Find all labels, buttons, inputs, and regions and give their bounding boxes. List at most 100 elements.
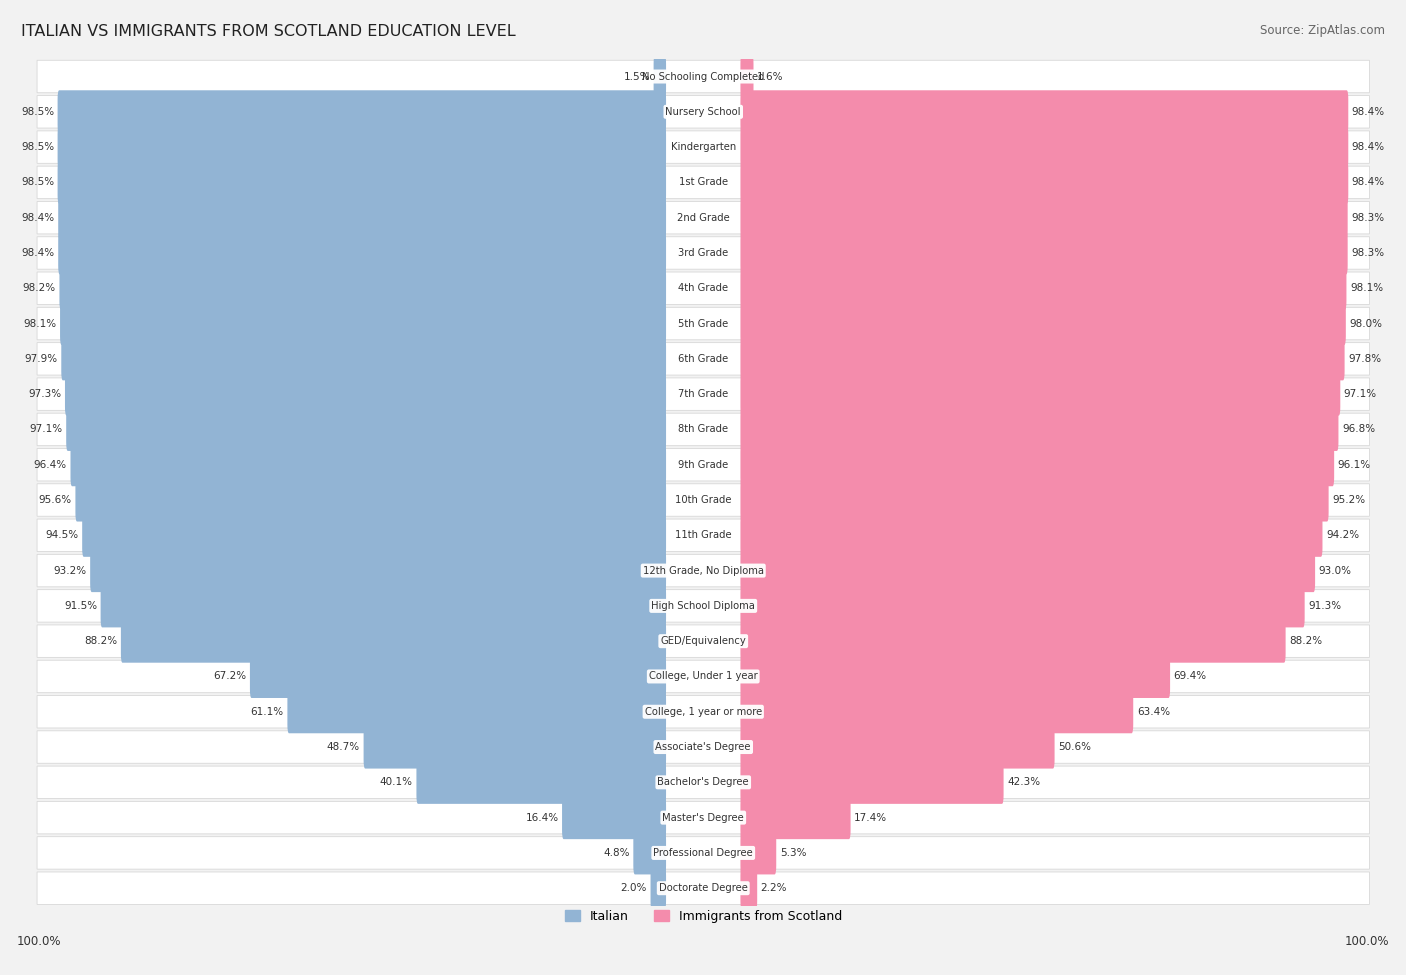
Text: 98.5%: 98.5%	[21, 142, 53, 152]
Text: 1st Grade: 1st Grade	[679, 177, 728, 187]
FancyBboxPatch shape	[37, 837, 1369, 869]
FancyBboxPatch shape	[37, 413, 1369, 446]
Text: 91.5%: 91.5%	[63, 601, 97, 611]
Text: 97.9%: 97.9%	[24, 354, 58, 364]
FancyBboxPatch shape	[741, 867, 758, 910]
Text: No Schooling Completed: No Schooling Completed	[643, 71, 765, 82]
FancyBboxPatch shape	[651, 867, 666, 910]
FancyBboxPatch shape	[741, 55, 754, 98]
FancyBboxPatch shape	[741, 302, 1346, 345]
Text: College, 1 year or more: College, 1 year or more	[644, 707, 762, 717]
FancyBboxPatch shape	[121, 620, 666, 663]
FancyBboxPatch shape	[37, 378, 1369, 410]
Text: 2nd Grade: 2nd Grade	[676, 213, 730, 222]
FancyBboxPatch shape	[741, 690, 1133, 733]
Text: 4th Grade: 4th Grade	[678, 284, 728, 293]
Text: Doctorate Degree: Doctorate Degree	[659, 883, 748, 893]
FancyBboxPatch shape	[741, 725, 1054, 768]
FancyBboxPatch shape	[37, 731, 1369, 763]
Text: 4.8%: 4.8%	[603, 848, 630, 858]
Text: Bachelor's Degree: Bachelor's Degree	[658, 777, 749, 788]
Text: Kindergarten: Kindergarten	[671, 142, 735, 152]
FancyBboxPatch shape	[37, 625, 1369, 657]
FancyBboxPatch shape	[287, 690, 666, 733]
Text: 98.1%: 98.1%	[1350, 284, 1384, 293]
Text: 7th Grade: 7th Grade	[678, 389, 728, 399]
FancyBboxPatch shape	[65, 372, 666, 415]
FancyBboxPatch shape	[58, 196, 666, 239]
Text: 42.3%: 42.3%	[1007, 777, 1040, 788]
FancyBboxPatch shape	[82, 514, 666, 557]
Text: 63.4%: 63.4%	[1137, 707, 1170, 717]
Text: 98.3%: 98.3%	[1351, 213, 1385, 222]
FancyBboxPatch shape	[741, 196, 1348, 239]
FancyBboxPatch shape	[37, 660, 1369, 692]
FancyBboxPatch shape	[37, 590, 1369, 622]
Text: 88.2%: 88.2%	[1289, 636, 1322, 646]
Text: 61.1%: 61.1%	[250, 707, 284, 717]
FancyBboxPatch shape	[66, 408, 666, 451]
Text: 96.4%: 96.4%	[34, 460, 67, 470]
Text: 5th Grade: 5th Grade	[678, 319, 728, 329]
Text: 9th Grade: 9th Grade	[678, 460, 728, 470]
Text: High School Diploma: High School Diploma	[651, 601, 755, 611]
Text: 98.0%: 98.0%	[1350, 319, 1382, 329]
FancyBboxPatch shape	[62, 337, 666, 380]
FancyBboxPatch shape	[58, 126, 666, 169]
FancyBboxPatch shape	[37, 519, 1369, 552]
Text: 6th Grade: 6th Grade	[678, 354, 728, 364]
Text: 98.4%: 98.4%	[21, 213, 55, 222]
FancyBboxPatch shape	[741, 231, 1348, 275]
Text: 17.4%: 17.4%	[853, 812, 887, 823]
Text: 1.6%: 1.6%	[756, 71, 783, 82]
FancyBboxPatch shape	[37, 237, 1369, 269]
FancyBboxPatch shape	[741, 267, 1347, 310]
FancyBboxPatch shape	[654, 55, 666, 98]
Text: 98.4%: 98.4%	[21, 248, 55, 258]
FancyBboxPatch shape	[416, 760, 666, 803]
FancyBboxPatch shape	[58, 91, 666, 134]
Text: 95.6%: 95.6%	[39, 495, 72, 505]
FancyBboxPatch shape	[741, 408, 1339, 451]
FancyBboxPatch shape	[741, 444, 1334, 487]
Text: 10th Grade: 10th Grade	[675, 495, 731, 505]
Text: Nursery School: Nursery School	[665, 107, 741, 117]
Text: 95.2%: 95.2%	[1331, 495, 1365, 505]
FancyBboxPatch shape	[37, 872, 1369, 905]
Text: 98.4%: 98.4%	[1351, 177, 1385, 187]
Text: 5.3%: 5.3%	[780, 848, 806, 858]
FancyBboxPatch shape	[741, 760, 1004, 803]
Text: 94.5%: 94.5%	[45, 530, 79, 540]
Text: 48.7%: 48.7%	[328, 742, 360, 752]
FancyBboxPatch shape	[741, 126, 1348, 169]
FancyBboxPatch shape	[741, 479, 1329, 522]
FancyBboxPatch shape	[37, 342, 1369, 375]
Text: 94.2%: 94.2%	[1326, 530, 1360, 540]
FancyBboxPatch shape	[37, 484, 1369, 516]
FancyBboxPatch shape	[58, 161, 666, 204]
FancyBboxPatch shape	[741, 372, 1340, 415]
Text: Source: ZipAtlas.com: Source: ZipAtlas.com	[1260, 24, 1385, 37]
FancyBboxPatch shape	[633, 832, 666, 875]
Text: 100.0%: 100.0%	[1344, 935, 1389, 948]
Text: 97.8%: 97.8%	[1348, 354, 1381, 364]
Text: Master's Degree: Master's Degree	[662, 812, 744, 823]
Text: 98.3%: 98.3%	[1351, 248, 1385, 258]
Text: Associate's Degree: Associate's Degree	[655, 742, 751, 752]
Text: 1.5%: 1.5%	[623, 71, 650, 82]
FancyBboxPatch shape	[37, 801, 1369, 834]
Text: College, Under 1 year: College, Under 1 year	[650, 672, 758, 682]
Text: 98.4%: 98.4%	[1351, 107, 1385, 117]
Text: 93.0%: 93.0%	[1319, 566, 1351, 575]
FancyBboxPatch shape	[741, 514, 1323, 557]
FancyBboxPatch shape	[37, 96, 1369, 128]
FancyBboxPatch shape	[37, 60, 1369, 93]
FancyBboxPatch shape	[741, 797, 851, 839]
Legend: Italian, Immigrants from Scotland: Italian, Immigrants from Scotland	[558, 904, 848, 929]
Text: 16.4%: 16.4%	[526, 812, 558, 823]
FancyBboxPatch shape	[250, 655, 666, 698]
FancyBboxPatch shape	[741, 832, 776, 875]
FancyBboxPatch shape	[37, 448, 1369, 481]
Text: Professional Degree: Professional Degree	[654, 848, 754, 858]
FancyBboxPatch shape	[562, 797, 666, 839]
